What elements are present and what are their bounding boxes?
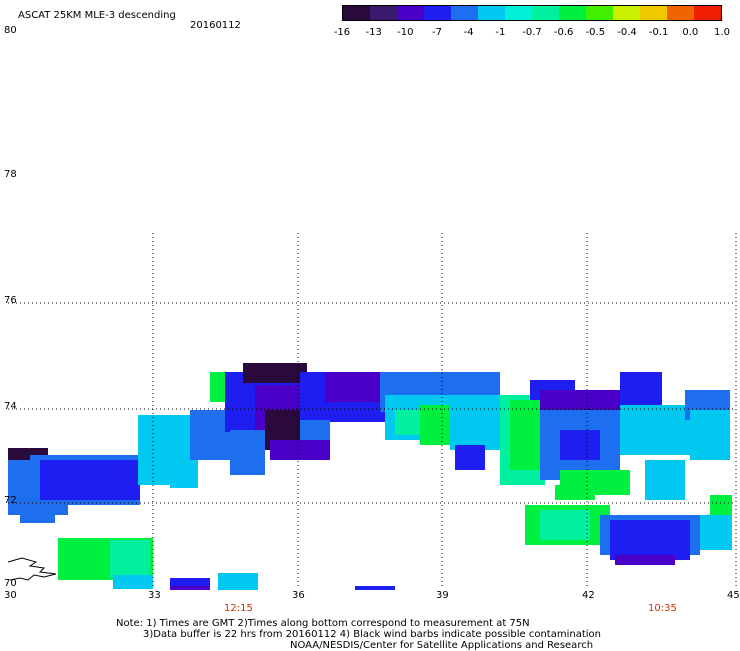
swath-cell (420, 405, 450, 445)
colorbar-label: -16 (333, 27, 351, 38)
swath-cell (300, 420, 330, 440)
lat-label: 78 (4, 169, 17, 180)
lon-label: 36 (292, 590, 305, 601)
lon-label: 42 (582, 590, 595, 601)
swath-cell (645, 460, 685, 500)
note-line-1: Note: 1) Times are GMT 2)Times along bot… (116, 618, 530, 629)
swath-cell (325, 372, 385, 402)
colorbar-segment (478, 6, 505, 20)
swath-cell (620, 405, 690, 455)
lat-label: 74 (4, 401, 17, 412)
swath-cell (620, 372, 662, 407)
colorbar-segment (397, 6, 424, 20)
swath-cell (20, 505, 55, 523)
note-line-2: 3)Data buffer is 22 hrs from 20160112 4)… (143, 629, 601, 640)
swath-cell (615, 555, 675, 565)
swath-cell (170, 586, 210, 590)
swath-cell (40, 460, 140, 500)
colorbar-label: -13 (365, 27, 382, 38)
lon-label: 39 (436, 590, 449, 601)
colorbar (342, 5, 722, 21)
swath-cell (450, 400, 500, 450)
colorbar-label: -0.7 (522, 27, 542, 38)
data-swaths (8, 363, 732, 590)
colorbar-segment (640, 6, 667, 20)
swath-cell (710, 495, 732, 515)
swath-cell (700, 515, 732, 550)
colorbar-label: -7 (432, 27, 442, 38)
lat-label: 80 (4, 25, 17, 36)
swath-cell (270, 440, 330, 460)
colorbar-segment (343, 6, 370, 20)
colorbar-label: -0.1 (648, 27, 669, 38)
swath-cell (455, 445, 485, 470)
lon-label: 33 (148, 590, 161, 601)
product-date: 20160112 (190, 20, 241, 31)
colorbar-label: -0.4 (617, 27, 637, 38)
swath-cell (610, 520, 690, 560)
colorbar-segment (424, 6, 451, 20)
swath-cell (190, 410, 230, 460)
swath-cell (230, 430, 265, 475)
swath-cell (690, 410, 730, 460)
swath-cell (555, 485, 595, 500)
colorbar-label: -0.6 (553, 27, 574, 38)
lon-label: 45 (727, 590, 740, 601)
colorbar-segment (505, 6, 532, 20)
colorbar-segment (559, 6, 586, 20)
coastline (7, 557, 57, 581)
swath-cell (243, 363, 307, 383)
colorbar-segment (451, 6, 478, 20)
time-label-left: 12:15 (224, 603, 253, 614)
colorbar-label: -10 (397, 27, 414, 38)
swath-cell (510, 400, 540, 470)
time-label-right: 10:35 (648, 603, 677, 614)
colorbar-segment (667, 6, 694, 20)
lat-label: 72 (4, 495, 17, 506)
swath-cell (355, 586, 395, 590)
colorbar-segment (370, 6, 397, 20)
swath-cell (540, 510, 590, 540)
swath-cell (218, 573, 258, 590)
lon-label: 30 (4, 590, 17, 601)
lat-label: 76 (4, 295, 17, 306)
note-line-3: NOAA/NESDIS/Center for Satellite Applica… (290, 640, 594, 651)
colorbar-segment (694, 6, 721, 20)
colorbar-label: -1 (495, 27, 506, 38)
colorbar-segment (613, 6, 640, 20)
lat-label: 70 (4, 578, 17, 589)
swath-cell (560, 430, 600, 460)
swath-cell (113, 575, 153, 589)
colorbar-label: 1.0 (714, 27, 730, 38)
colorbar-segment (586, 6, 613, 20)
colorbar-segment (532, 6, 559, 20)
grid-lines (8, 233, 737, 586)
colorbar-label: -4 (463, 27, 474, 38)
swath-cell (170, 470, 198, 488)
colorbar-label: 0.0 (682, 27, 699, 38)
swath-cell (170, 578, 210, 588)
product-title: ASCAT 25KM MLE-3 descending (18, 10, 176, 21)
swath-cell (110, 540, 150, 578)
colorbar-label: -0.5 (585, 27, 606, 38)
